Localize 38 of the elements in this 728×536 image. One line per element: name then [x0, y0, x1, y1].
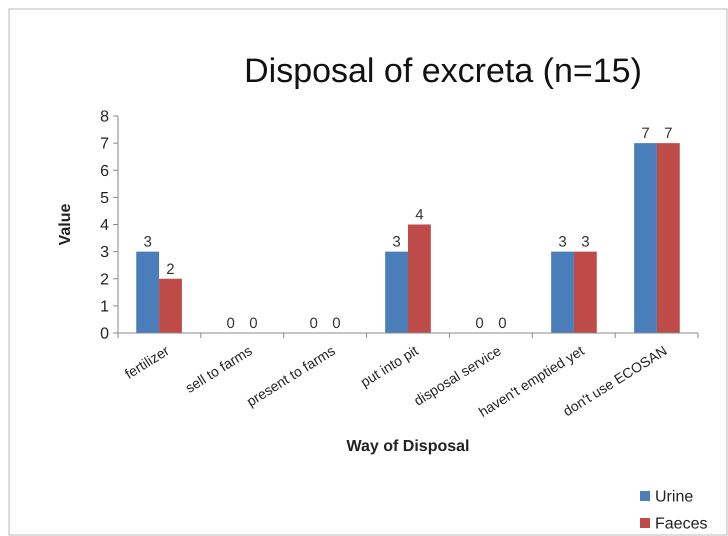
data-label: 0 — [475, 315, 484, 332]
y-tick-label: 8 — [100, 108, 110, 126]
bar — [634, 143, 657, 333]
legend-label: Faeces — [655, 516, 708, 533]
legend-label: Urine — [655, 488, 694, 506]
y-tick-label: 7 — [100, 136, 110, 153]
data-label: 0 — [309, 315, 318, 332]
bar — [656, 143, 680, 333]
data-label: 0 — [498, 315, 507, 332]
bar — [385, 252, 408, 333]
chart-title: Disposal of excreta (n=15) — [244, 52, 642, 90]
data-label: 3 — [392, 234, 401, 251]
y-tick-label: 4 — [100, 217, 110, 234]
data-label: 3 — [143, 234, 152, 251]
x-axis-title: Way of Disposal — [346, 438, 470, 455]
bar — [574, 252, 597, 333]
y-tick-label: 0 — [100, 326, 110, 343]
bar — [551, 252, 574, 333]
data-label: 3 — [581, 234, 590, 251]
x-tick-label: put into pit — [358, 342, 421, 390]
bar — [408, 224, 431, 333]
y-tick-label: 3 — [100, 244, 110, 262]
bar — [159, 278, 182, 333]
y-axis-title: Value — [57, 204, 74, 246]
data-label: 0 — [332, 315, 341, 332]
data-label: 0 — [226, 315, 235, 332]
y-tick-label: 6 — [100, 162, 110, 180]
y-tick-label: 2 — [100, 271, 110, 288]
data-label: 2 — [166, 260, 175, 278]
y-tick-label: 1 — [100, 298, 110, 316]
data-label: 4 — [415, 206, 424, 224]
data-label: 7 — [641, 125, 650, 142]
y-tick-label: 5 — [100, 190, 110, 207]
data-label: 0 — [249, 315, 258, 332]
data-label: 3 — [558, 234, 567, 251]
bar — [136, 252, 160, 333]
x-tick-label: sell to farms — [182, 342, 255, 396]
data-label: 7 — [664, 125, 673, 142]
